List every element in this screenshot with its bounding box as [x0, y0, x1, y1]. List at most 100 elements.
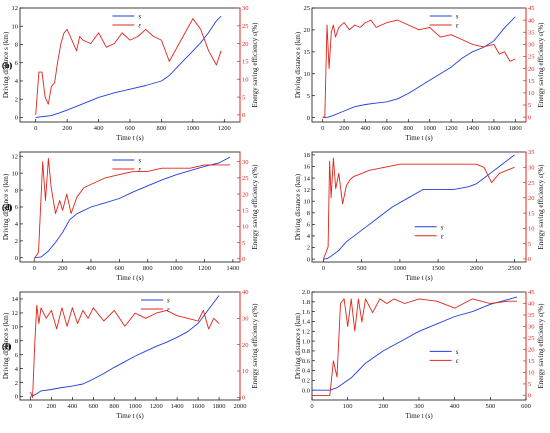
y2-tick-label: 25 — [528, 54, 535, 61]
x-tick-label: 2000 — [470, 265, 483, 272]
series-s-line — [312, 296, 518, 391]
y2-tick-label: 45 — [528, 289, 535, 296]
y2-tick-label: 35 — [528, 149, 535, 156]
series-s-line — [322, 16, 516, 119]
y-tick-label: 8 — [15, 42, 18, 49]
panel-label: (e) — [2, 341, 12, 351]
legend: sε — [414, 223, 444, 240]
y-axis-label: Driving distance s (km) — [2, 31, 10, 98]
panel-label: (d) — [2, 202, 13, 212]
y-tick-label: 1.6 — [302, 309, 311, 316]
y2-tick-label: 20 — [242, 191, 249, 198]
series-epsilon-line — [312, 298, 518, 396]
y2-axis-label: Energy saving efficiency ε(%) — [251, 303, 259, 389]
x-tick-label: 800 — [403, 125, 413, 132]
y2-tick-label: 15 — [242, 207, 249, 214]
x-tick-label: 200 — [339, 125, 349, 132]
y2-axis-label: Energy saving efficiency ε(%) — [251, 164, 259, 250]
y-tick-label: 14 — [304, 175, 311, 182]
y-tick-label: 12 — [12, 5, 19, 12]
x-tick-label: 800 — [143, 265, 153, 272]
y2-tick-label: 30 — [242, 159, 249, 166]
y2-tick-label: 25 — [242, 23, 249, 30]
y-tick-label: 20 — [304, 27, 311, 34]
x-tick-label: 1600 — [192, 403, 205, 410]
y-axis-label: Driving distance s (km) — [294, 312, 302, 379]
y2-tick-label: 10 — [528, 370, 535, 377]
y-tick-label: 0 — [307, 256, 310, 263]
y-tick-label: 6 — [15, 60, 19, 67]
y-axis-label: Driving distance s (km) — [294, 173, 302, 240]
plot-frame — [311, 151, 527, 263]
x-tick-label: 1200 — [218, 125, 231, 132]
y-tick-label: 12 — [12, 153, 19, 160]
y2-tick-label: 20 — [242, 342, 249, 349]
chart-panel-6: 0 100 200 300 400 500 6000.00.20.40.60.81.01.2… — [2, 289, 545, 420]
x-tick-label: 1000 — [186, 125, 199, 132]
chart-panel-1: 0 200 400 600 800 1000 1200 0 2 4 6 8 10 12 0 5 10 15 20 25… — [2, 5, 259, 142]
x-tick-label: 0 — [29, 403, 32, 410]
y-tick-label: 10 — [304, 198, 311, 205]
y2-tick-label: 0 — [242, 256, 245, 263]
x-tick-label: 1400 — [171, 403, 184, 410]
legend-label: s — [456, 348, 459, 356]
x-tick-label: 1600 — [487, 125, 500, 132]
legend-label: ε — [456, 22, 459, 30]
legend: sε — [429, 348, 459, 365]
y-tick-label: 18 — [304, 152, 311, 159]
y-tick-label: 15 — [304, 49, 311, 56]
x-tick-label: 1000 — [393, 265, 406, 272]
chart-panel-2: 0 200 400 600 800 1000 1200 1400 1600 18000510152… — [2, 5, 545, 142]
plot-frame — [311, 7, 527, 123]
y-tick-label: 0 — [307, 115, 310, 122]
series-s-line — [34, 156, 231, 259]
y2-tick-label: 5 — [242, 94, 245, 101]
x-tick-label: 0 — [34, 125, 37, 132]
y2-tick-label: 40 — [528, 17, 535, 24]
y-tick-label: 6 — [15, 204, 19, 211]
x-tick-label: 1000 — [170, 265, 183, 272]
x-tick-label: 1000 — [129, 403, 142, 410]
x-tick-label: 800 — [157, 125, 167, 132]
legend: sε — [112, 13, 141, 30]
panel-label: (a) — [2, 60, 12, 70]
y2-tick-label: 30 — [242, 316, 249, 323]
y2-axis-label: Energy saving efficiency ε(%) — [537, 164, 545, 250]
x-tick-label: 1800 — [509, 125, 522, 132]
y2-tick-label: 0 — [242, 112, 245, 119]
y-tick-label: 5 — [307, 93, 310, 100]
y-tick-label: 1.4 — [302, 319, 311, 326]
x-tick-label: 400 — [361, 125, 371, 132]
x-tick-label: 800 — [109, 403, 119, 410]
y-tick-label: 4 — [15, 78, 19, 85]
panel-label: (c) — [2, 202, 12, 212]
y-tick-label: 6 — [15, 352, 19, 359]
y2-tick-label: 25 — [242, 175, 249, 182]
y-tick-label: 10 — [12, 23, 19, 30]
x-tick-label: 500 — [357, 265, 367, 272]
x-tick-label: 400 — [94, 125, 104, 132]
y2-tick-label: 10 — [242, 368, 249, 375]
y2-tick-label: 10 — [242, 224, 249, 231]
x-tick-label: 2000 — [234, 403, 247, 410]
series-epsilon-line — [322, 19, 516, 118]
plot-frame — [311, 291, 527, 401]
x-tick-label: 400 — [86, 265, 96, 272]
y-tick-label: 0 — [15, 394, 18, 401]
legend-label: s — [441, 223, 444, 231]
legend-label: ε — [441, 232, 444, 240]
y-tick-label: 1.0 — [302, 338, 310, 345]
x-tick-label: 1500 — [432, 265, 445, 272]
chart-panel-5: 0 200 400 600 800 1000 1200 1400 1600 1800 2000024… — [2, 289, 259, 420]
y2-tick-label: 0 — [528, 393, 531, 400]
y2-tick-label: 35 — [528, 29, 535, 36]
y-tick-label: 14 — [12, 296, 19, 303]
y2-tick-label: 10 — [242, 76, 249, 83]
y-tick-label: 0 — [15, 115, 18, 122]
legend-label: ε — [456, 357, 459, 365]
x-tick-label: 600 — [521, 403, 531, 410]
y-tick-label: 10 — [12, 170, 19, 177]
y2-tick-label: 40 — [528, 301, 535, 308]
y2-tick-label: 20 — [242, 41, 249, 48]
